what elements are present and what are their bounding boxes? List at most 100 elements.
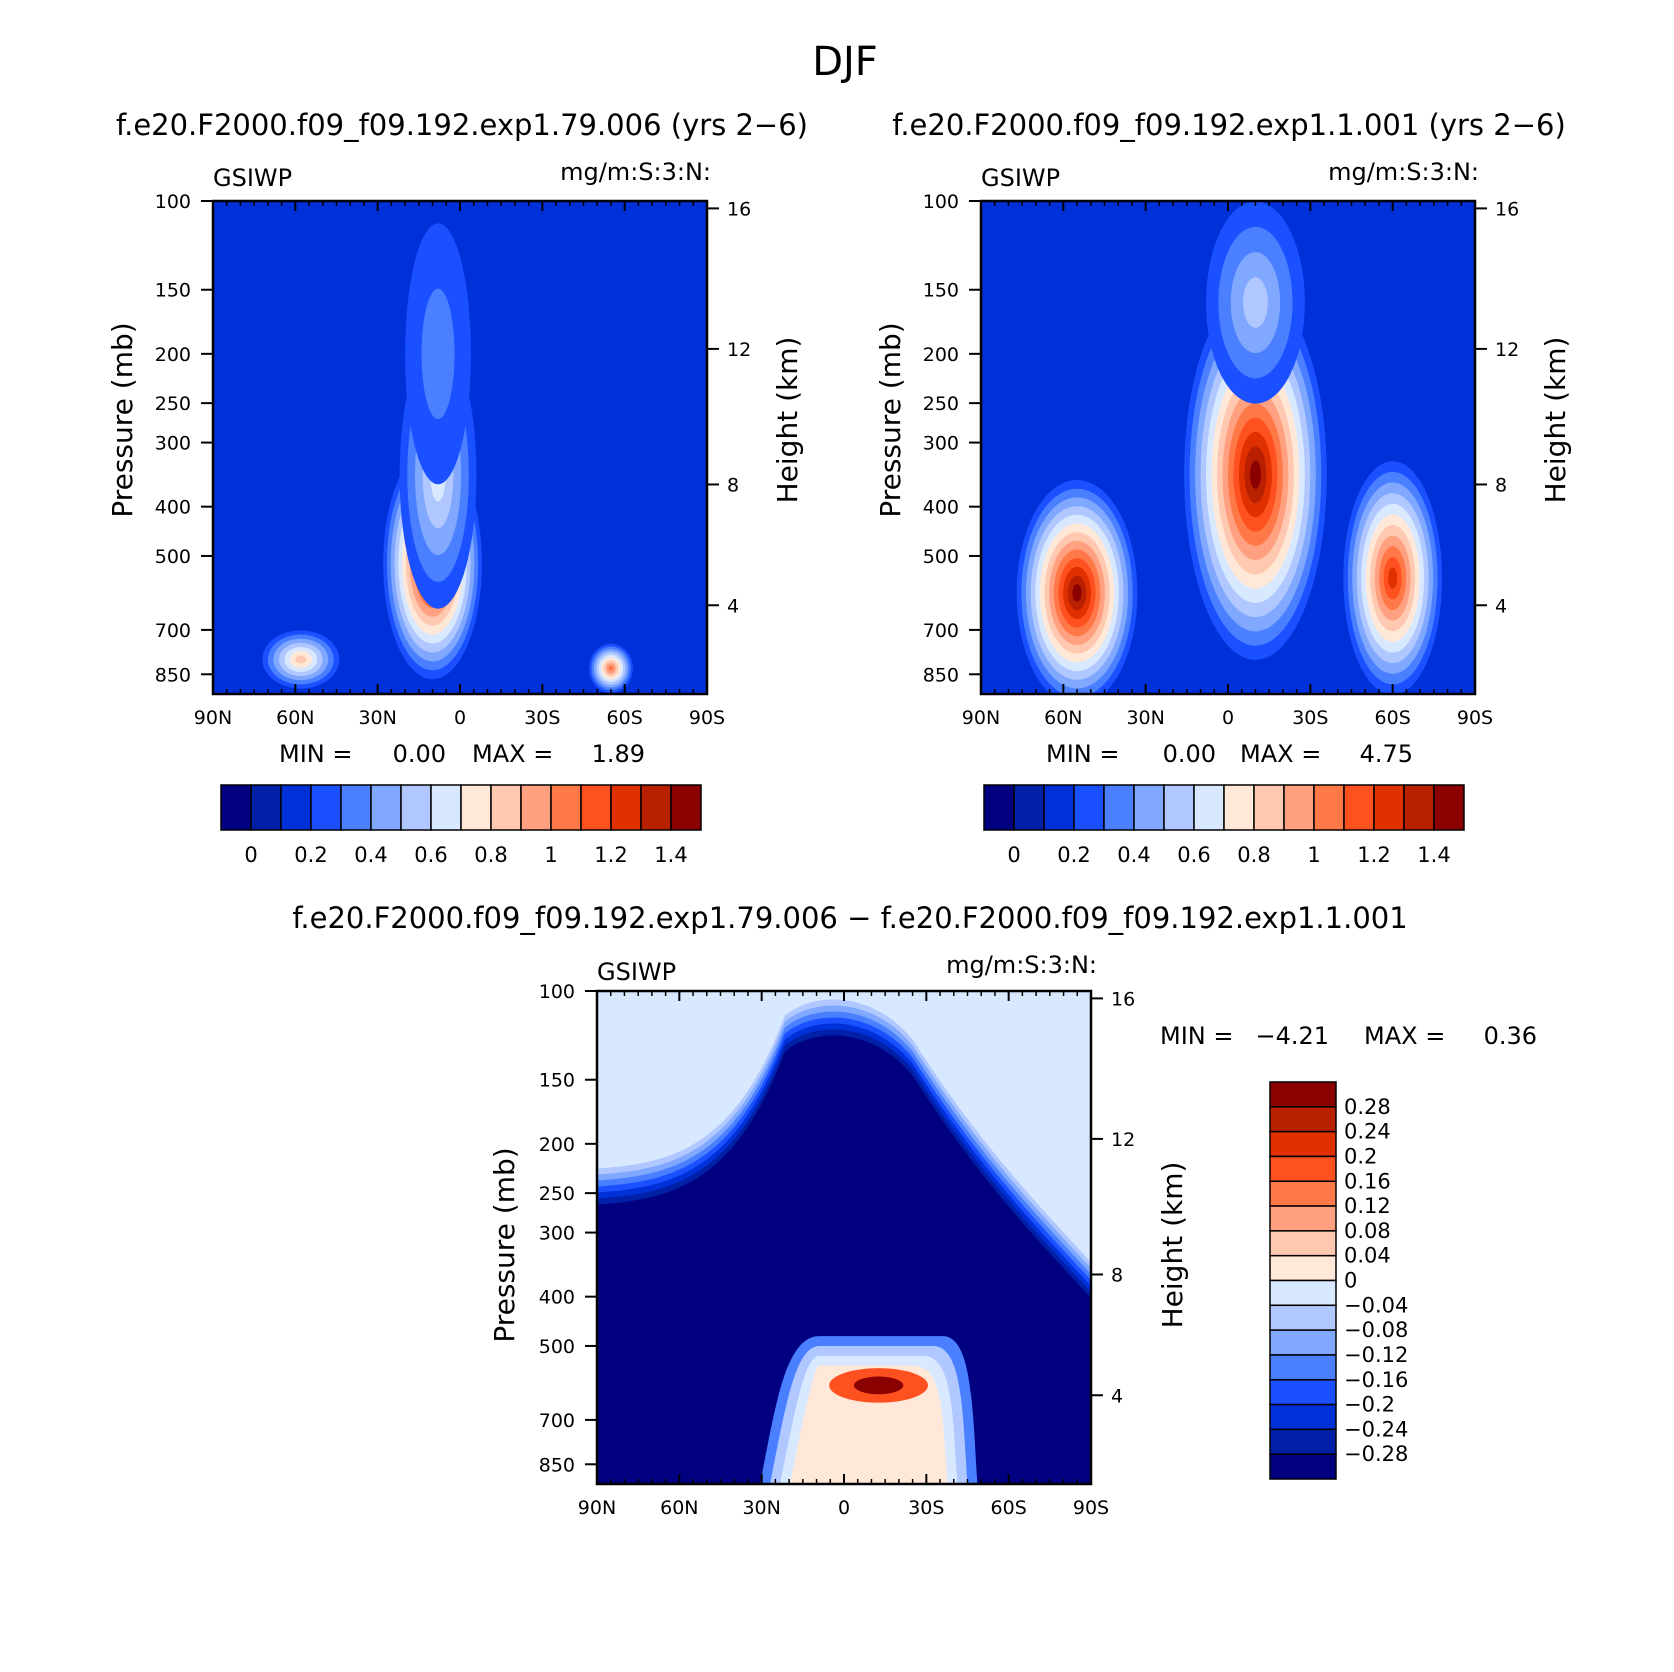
cbar2-swatch xyxy=(1163,784,1195,831)
cbar2-label: 0.2 xyxy=(1057,843,1090,867)
panel1-ytick-label: 850 xyxy=(155,664,191,686)
cbar1-label: 0 xyxy=(244,843,257,867)
panel2-xtick-label: 0 xyxy=(1222,707,1234,729)
panel2-ytick-label: 400 xyxy=(923,497,959,519)
cbar3-swatch xyxy=(1269,1230,1337,1257)
panel1-y2tick-label: 16 xyxy=(727,198,751,220)
cbar3-swatch xyxy=(1269,1403,1337,1431)
cbar2-swatch xyxy=(1433,784,1465,831)
panel3-min-label: MIN = xyxy=(1160,1022,1233,1050)
cbar1-swatch xyxy=(310,784,342,831)
cbar3-swatch xyxy=(1269,1304,1337,1331)
cbar3-label: 0 xyxy=(1344,1269,1357,1293)
panel1-ytick-label: 250 xyxy=(155,393,191,415)
panel1-xtick-label: 30N xyxy=(358,707,396,729)
panel2-max-label: MAX = xyxy=(1240,740,1321,768)
panel3-title: f.e20.F2000.f09_f09.192.exp1.79.006 − f.… xyxy=(292,901,1407,935)
cbar3-swatch xyxy=(1269,1155,1337,1182)
panel2-xtick-label: 60N xyxy=(1044,707,1082,729)
cbar1-label: 1.2 xyxy=(594,843,627,867)
panel1-contour-band xyxy=(295,655,307,664)
panel3-ylabel: Pressure (mb) xyxy=(488,1147,521,1342)
panel3-ytick-label: 200 xyxy=(539,1134,575,1156)
panel1-ylabel: Pressure (mb) xyxy=(106,322,139,517)
cbar2-swatch xyxy=(983,784,1015,831)
cbar3-label: −0.2 xyxy=(1344,1393,1395,1417)
panel1-ytick-label: 100 xyxy=(155,191,191,213)
panel2-xtick-label: 60S xyxy=(1375,707,1411,729)
panel2-colorbar: 0 0.2 0.4 0.6 0.8 1 1.2 1.4 xyxy=(983,784,1465,867)
panel2-title: f.e20.F2000.f09_f09.192.exp1.1.001 (yrs … xyxy=(892,108,1566,142)
panel3-ytick-label: 700 xyxy=(539,1410,575,1432)
panel3-y2tick-label: 16 xyxy=(1111,988,1135,1010)
panel2-units-label: mg/m:S:3:N: xyxy=(1328,158,1479,186)
panel1-field xyxy=(213,201,707,694)
cbar3-swatch xyxy=(1269,1205,1337,1232)
panel2-y2tick-label: 4 xyxy=(1495,595,1507,617)
panel3-xtick-label: 30N xyxy=(742,1497,780,1519)
cbar1-swatch xyxy=(640,784,672,831)
panel2-contour-band xyxy=(1388,567,1398,589)
cbar3-swatch xyxy=(1269,1428,1337,1455)
panel1-contour-band xyxy=(421,288,455,420)
panel3-ytick-label: 500 xyxy=(539,1336,575,1358)
panel2-ylabel: Pressure (mb) xyxy=(874,322,907,517)
panel2-max-value: 4.75 xyxy=(1360,740,1413,768)
cbar3-label: 0.28 xyxy=(1344,1095,1391,1119)
cbar1-swatch xyxy=(490,784,522,831)
cbar3-swatch xyxy=(1269,1106,1337,1133)
cbar3-label: −0.24 xyxy=(1344,1417,1408,1441)
panel3-ytick-label: 100 xyxy=(539,981,575,1003)
cbar1-swatch xyxy=(670,784,702,831)
cbar3-swatch xyxy=(1269,1081,1337,1108)
cbar1-swatch xyxy=(430,784,462,831)
cbar3-label: −0.04 xyxy=(1344,1293,1408,1317)
panel3-xtick-label: 60S xyxy=(991,1497,1027,1519)
panel3-ytick-label: 300 xyxy=(539,1223,575,1245)
cbar2-swatch xyxy=(1253,784,1285,831)
panel2-ytick-label: 700 xyxy=(923,620,959,642)
panel2-contour-band xyxy=(1072,584,1082,602)
cbar3-label: 0.08 xyxy=(1344,1219,1391,1243)
cbar2-swatch xyxy=(1073,784,1105,831)
panel3-xtick-label: 90S xyxy=(1073,1497,1109,1519)
panel1-max-label: MAX = xyxy=(472,740,553,768)
cbar1-label: 0.6 xyxy=(414,843,447,867)
panel1-contour-band xyxy=(608,665,614,672)
panel3-units-label: mg/m:S:3:N: xyxy=(946,951,1097,979)
panel2-min-label: MIN = xyxy=(1046,740,1119,768)
cbar1-swatch xyxy=(610,784,642,831)
panel3-max-value: 0.36 xyxy=(1484,1022,1537,1050)
cbar3-swatch xyxy=(1269,1130,1337,1158)
panel2-xtick-label: 30N xyxy=(1126,707,1164,729)
cbar3-swatch xyxy=(1269,1453,1337,1480)
cbar3-swatch xyxy=(1269,1354,1337,1381)
panel3-ytick-label: 850 xyxy=(539,1454,575,1476)
cbar3-label: 0.24 xyxy=(1344,1120,1391,1144)
panel3-y2label: Height (km) xyxy=(1156,1162,1189,1329)
panel3-field xyxy=(597,991,1091,1484)
panel2-ytick-label: 300 xyxy=(923,433,959,455)
cbar3-label: 0.16 xyxy=(1344,1169,1391,1193)
panel3-field-label: GSIWP xyxy=(597,958,676,986)
cbar2-label: 0.8 xyxy=(1237,843,1270,867)
panel1-y2tick-label: 8 xyxy=(727,474,739,496)
cbar2-label: 0.6 xyxy=(1177,843,1210,867)
cbar1-swatch xyxy=(520,784,552,831)
cbar3-label: −0.08 xyxy=(1344,1318,1408,1342)
cbar1-label: 1.4 xyxy=(654,843,687,867)
panel1-ytick-label: 300 xyxy=(155,433,191,455)
panel1-xtick-label: 0 xyxy=(454,707,466,729)
cbar1-label: 0.8 xyxy=(474,843,507,867)
panel2-xtick-label: 30S xyxy=(1292,707,1328,729)
cbar2-label: 1.4 xyxy=(1417,843,1450,867)
panel2-plot: 90N 60N 30N 0 30S 60S 90S 100 150 200 250 300 400 500… xyxy=(923,191,1519,729)
cbar1-label: 1 xyxy=(544,843,557,867)
cbar3-swatch xyxy=(1269,1379,1337,1406)
panel2-xtick-label: 90N xyxy=(962,707,1000,729)
panel3-min-value: −4.21 xyxy=(1255,1022,1329,1050)
cbar3-label: −0.28 xyxy=(1344,1442,1408,1466)
panel1-xtick-label: 60S xyxy=(607,707,643,729)
cbar2-label: 0 xyxy=(1007,843,1020,867)
panel2-ytick-label: 500 xyxy=(923,546,959,568)
